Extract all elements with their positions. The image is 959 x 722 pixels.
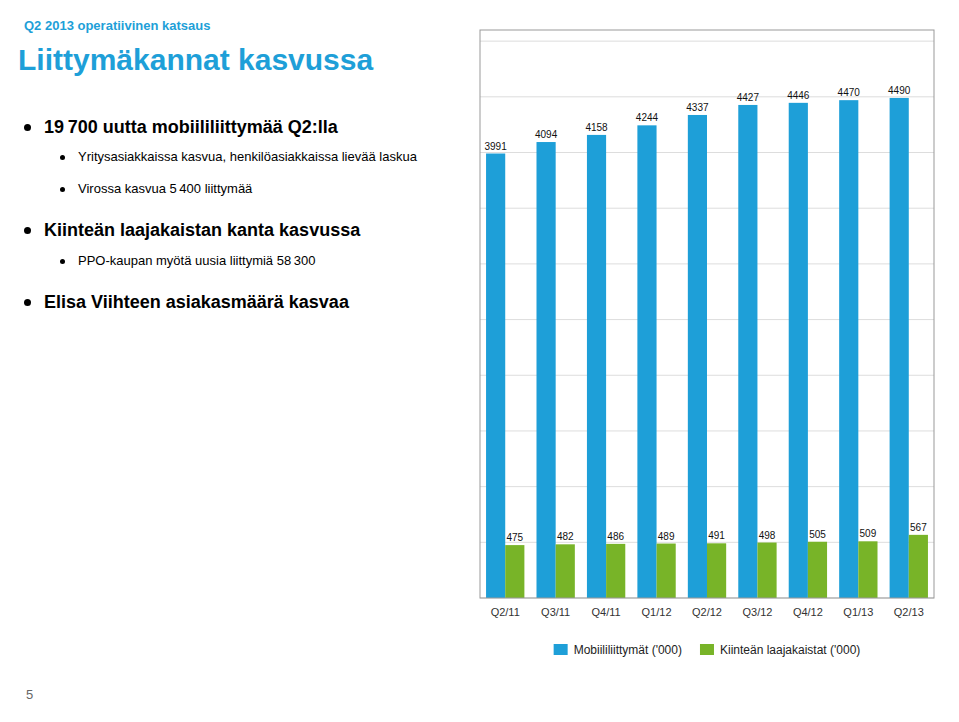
bullet: Kiinteän laajakaistan kanta kasvussa (14, 219, 454, 242)
data-label: 4158 (585, 122, 608, 133)
bullet-dot (24, 299, 31, 306)
bar (909, 535, 928, 598)
data-label: 498 (759, 530, 776, 541)
x-tick-label: Q2/12 (692, 606, 722, 618)
bullet-dot (60, 155, 65, 160)
bar (839, 100, 858, 598)
data-label: 567 (910, 522, 927, 533)
data-label: 505 (809, 529, 826, 540)
bullet-dot (24, 227, 31, 234)
x-tick-label: Q3/12 (742, 606, 772, 618)
bar (606, 544, 625, 598)
legend-label: Kiinteän laajakaistat ('000) (720, 643, 860, 657)
sub-bullet: Virossa kasvua 5 400 liittymää (14, 180, 454, 198)
data-label: 4427 (737, 92, 760, 103)
page-number: 5 (26, 687, 33, 702)
bars (486, 98, 928, 598)
legend-swatch (700, 644, 714, 655)
grid-line (480, 96, 934, 97)
data-label: 489 (658, 531, 675, 542)
bar (486, 154, 505, 598)
bullet: 19 700 uutta mobiililiittymää Q2:lla (14, 116, 454, 139)
bar (505, 545, 524, 598)
data-label: 4490 (888, 85, 911, 96)
bar (858, 541, 877, 598)
bullet-text: Virossa kasvua 5 400 liittymää (78, 181, 252, 196)
bar (556, 544, 575, 598)
data-label: 4470 (838, 87, 861, 98)
chart-svg: 3991 4094 4158 4244 4337 4427 4446 4470 4490 475 4… (472, 18, 942, 708)
bar (536, 142, 555, 598)
bullet-dot (24, 124, 31, 131)
bullet-text: 19 700 uutta mobiililiittymää Q2:lla (44, 117, 338, 137)
bullet-text: Elisa Viihteen asiakasmäärä kasvaa (44, 292, 349, 312)
legend-swatch (554, 644, 568, 655)
bar (789, 103, 808, 598)
sub-bullet: PPO-kaupan myötä uusia liittymiä 58 300 (14, 252, 454, 270)
title: Liittymäkannat kasvussa (18, 43, 454, 78)
bar (808, 542, 827, 598)
bar (688, 115, 707, 598)
bar (657, 544, 676, 598)
bullet-dot (60, 187, 65, 192)
subtitle: Q2 2013 operatiivinen katsaus (24, 18, 454, 33)
x-tick-label: Q2/11 (491, 606, 520, 618)
data-label: 4244 (636, 112, 659, 123)
bar (707, 543, 726, 598)
data-label: 486 (607, 531, 624, 542)
bullet-text: Yritysasiakkaissa kasvua, henkilöasiakka… (78, 149, 417, 164)
text-panel: Q2 2013 operatiivinen katsaus Liittymäkan… (14, 14, 454, 708)
data-label: 3991 (485, 141, 508, 152)
legend: Mobiililiittymät ('000) Kiinteän laajakai… (554, 643, 861, 657)
bar (890, 98, 909, 598)
bar (637, 125, 656, 598)
bullet: Elisa Viihteen asiakasmäärä kasvaa (14, 291, 454, 314)
bullet-text: Kiinteän laajakaistan kanta kasvussa (44, 220, 360, 240)
x-tick-label: Q3/11 (541, 606, 570, 618)
bar (757, 543, 776, 598)
x-axis: Q2/11 Q3/11 Q4/11 Q1/12 Q2/12 Q3/12 Q4/12 Q1/13… (491, 606, 924, 618)
data-label: 4337 (686, 102, 709, 113)
bar (587, 135, 606, 598)
plot-frame (480, 30, 934, 598)
sub-bullet: Yritysasiakkaissa kasvua, henkilöasiakka… (14, 148, 454, 166)
x-tick-label: Q1/13 (843, 606, 873, 618)
data-label: 4094 (535, 129, 558, 140)
bar (738, 105, 757, 598)
data-label: 475 (506, 532, 523, 543)
x-tick-label: Q1/12 (642, 606, 672, 618)
grid (480, 41, 934, 598)
data-label: 509 (860, 528, 877, 539)
grid-line (480, 41, 934, 42)
legend-label: Mobiililiittymät ('000) (574, 643, 682, 657)
data-labels: 3991 4094 4158 4244 4337 4427 4446 4470 4490 475 4… (485, 85, 928, 543)
bullet-dot (60, 259, 65, 264)
bullet-text: PPO-kaupan myötä uusia liittymiä 58 300 (78, 253, 315, 268)
x-tick-label: Q4/11 (592, 606, 621, 618)
chart-panel: 3991 4094 4158 4244 4337 4427 4446 4470 4490 475 4… (472, 18, 942, 712)
data-label: 491 (708, 530, 725, 541)
x-tick-label: Q2/13 (894, 606, 924, 618)
data-label: 4446 (787, 90, 810, 101)
data-label: 482 (557, 531, 574, 542)
x-tick-label: Q4/12 (793, 606, 823, 618)
